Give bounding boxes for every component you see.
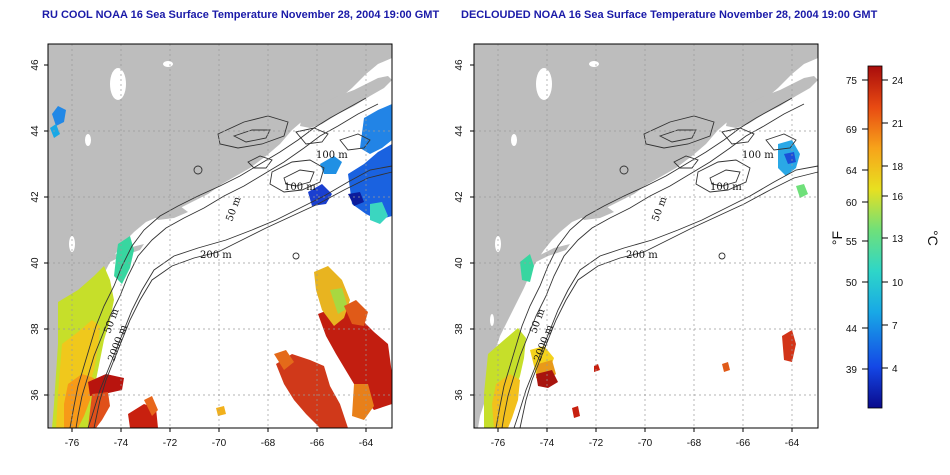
lon-tick-label: -68 bbox=[687, 438, 702, 449]
lon-tick-label: -68 bbox=[261, 438, 276, 449]
lon-tick-label: -76 bbox=[65, 438, 80, 449]
sst-data-left bbox=[50, 104, 392, 428]
celsius-tick: 13 bbox=[892, 234, 904, 245]
contour-label: 200 m bbox=[200, 250, 232, 261]
celsius-tick: 21 bbox=[892, 119, 904, 130]
lon-tick-label: -74 bbox=[114, 438, 129, 449]
fahrenheit-tick: 64 bbox=[846, 166, 858, 177]
fahrenheit-tick: 75 bbox=[846, 76, 858, 87]
contour-label: 100 m bbox=[284, 182, 316, 193]
contour-label: 100 m bbox=[316, 150, 348, 161]
celsius-tick: 24 bbox=[892, 76, 904, 87]
fahrenheit-tick: 55 bbox=[846, 237, 858, 248]
lat-tick-label: 38 bbox=[454, 323, 465, 335]
lon-tick-label: -70 bbox=[212, 438, 227, 449]
lon-tick-label: -74 bbox=[540, 438, 555, 449]
lat-tick-label: 46 bbox=[454, 59, 465, 71]
lat-tick-label: 36 bbox=[454, 389, 465, 401]
lat-tick-label: 44 bbox=[454, 125, 465, 137]
lon-tick-label: -64 bbox=[785, 438, 800, 449]
lon-tick-label: -76 bbox=[491, 438, 506, 449]
lat-tick-label: 40 bbox=[30, 257, 41, 269]
panel-right-title: DECLOUDED NOAA 16 Sea Surface Temperatur… bbox=[461, 9, 878, 21]
lon-tick-label: -72 bbox=[589, 438, 604, 449]
sst-data-right bbox=[484, 140, 808, 428]
fahrenheit-tick: 69 bbox=[846, 125, 858, 136]
celsius-tick: 16 bbox=[892, 192, 904, 203]
lon-tick-label: -64 bbox=[359, 438, 374, 449]
lon-tick-label: -70 bbox=[638, 438, 653, 449]
contour-label: 100 m bbox=[742, 150, 774, 161]
fahrenheit-tick: 39 bbox=[846, 365, 858, 376]
celsius-tick: 7 bbox=[892, 321, 898, 332]
lat-tick-label: 44 bbox=[30, 125, 41, 137]
colorbar-gradient bbox=[867, 65, 883, 409]
celsius-tick: 18 bbox=[892, 162, 904, 173]
lon-tick-label: -66 bbox=[310, 438, 325, 449]
celsius-tick: 4 bbox=[892, 364, 898, 375]
fahrenheit-unit: °F bbox=[829, 231, 845, 245]
lat-tick-label: 40 bbox=[454, 257, 465, 269]
panel-left-title: RU COOL NOAA 16 Sea Surface Temperature … bbox=[42, 9, 440, 21]
lat-tick-label: 42 bbox=[30, 191, 41, 203]
fahrenheit-tick: 60 bbox=[846, 198, 858, 209]
contour-label: 100 m bbox=[710, 182, 742, 193]
lon-tick-label: -66 bbox=[736, 438, 751, 449]
celsius-unit: °C bbox=[925, 230, 941, 246]
lat-tick-label: 36 bbox=[30, 389, 41, 401]
lat-tick-label: 38 bbox=[30, 323, 41, 335]
panel-left-axes: -76 -74 -72 -70 -68 -66 -64 36 38 40 42 … bbox=[30, 59, 374, 449]
panel-left-map: 100 m 100 m 50 m 200 m 50 m 2000 m bbox=[47, 43, 393, 429]
celsius-tick: 10 bbox=[892, 278, 904, 289]
lat-tick-label: 46 bbox=[30, 59, 41, 71]
lat-tick-label: 42 bbox=[454, 191, 465, 203]
panel-right-map: 100 m 100 m 50 m 200 m 50 m 2000 m bbox=[473, 43, 819, 429]
panel-right-axes: -76 -74 -72 -70 -68 -66 -64 36 38 40 42 … bbox=[454, 59, 800, 449]
contour-label: 200 m bbox=[626, 250, 658, 261]
fahrenheit-tick: 44 bbox=[846, 324, 858, 335]
fahrenheit-tick: 50 bbox=[846, 278, 858, 289]
colorbar: 75 69 64 60 55 50 44 39 24 21 18 16 13 1… bbox=[829, 65, 941, 409]
lon-tick-label: -72 bbox=[163, 438, 178, 449]
